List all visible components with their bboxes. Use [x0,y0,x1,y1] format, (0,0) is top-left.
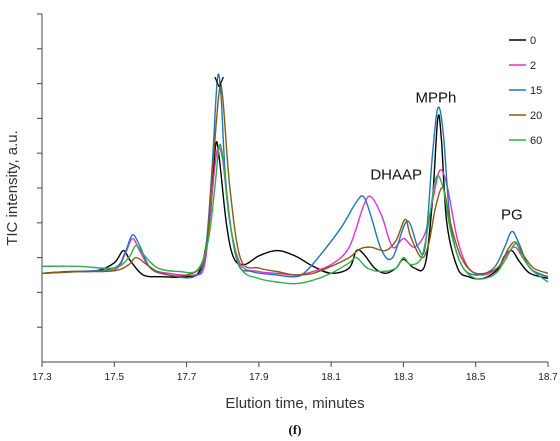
legend-label-0: 0 [530,35,536,47]
series-lines [41,73,549,285]
x-tick-label: 18.1 [321,372,341,383]
series-line-20 [41,83,549,277]
legend: 0 2 15 20 60 [509,35,542,147]
x-tick-label: 17.3 [32,372,52,383]
x-tick-label: 17.7 [177,372,197,383]
y-axis-title: TIC intensity, a.u. [4,130,21,246]
axes [41,14,548,363]
x-tick-label: 17.9 [249,372,269,383]
legend-label-2: 2 [530,60,536,72]
x-ticks: 17.3 17.5 17.7 17.9 18.1 18.3 18.5 18.7 [32,362,558,383]
series-line-60 [41,143,549,285]
x-tick-label: 18.7 [538,372,558,383]
legend-label-15: 15 [530,85,542,97]
x-tick-label: 18.3 [394,372,414,383]
x-axis-title: Elution time, minutes [225,395,364,412]
peak-label-pg: PG [501,206,523,223]
series-line-0 [41,114,549,280]
x-tick-label: 18.5 [466,372,486,383]
peak-label-v: V [214,74,224,91]
peak-label-dhaap: DHAAP [370,166,422,183]
series-line-15 [41,73,549,279]
legend-label-20: 20 [530,110,542,122]
y-ticks [37,13,42,328]
peak-labels: V DHAAP MPPh PG [214,74,523,223]
peak-label-mpph: MPPh [416,90,457,107]
panel-label: (f) [289,422,302,437]
x-tick-label: 17.5 [105,372,125,383]
legend-label-60: 60 [530,135,542,147]
